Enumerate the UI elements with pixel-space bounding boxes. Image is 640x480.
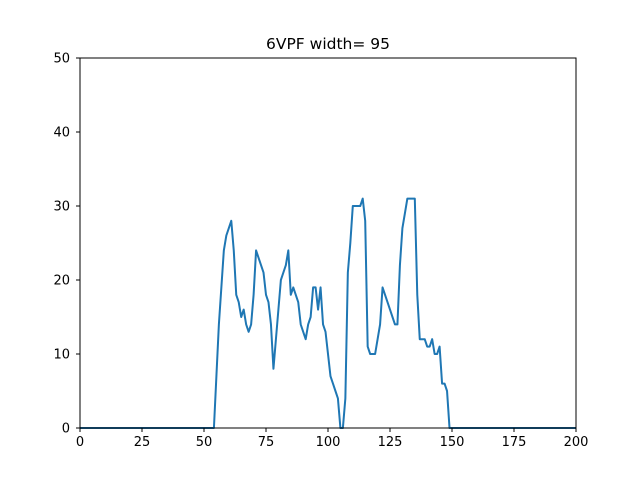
y-tick-label: 30 bbox=[53, 200, 70, 215]
y-tick-label: 10 bbox=[53, 348, 70, 363]
plot-frame bbox=[79, 57, 577, 429]
x-tick-label: 25 bbox=[134, 435, 151, 450]
x-tick-label: 175 bbox=[502, 435, 527, 450]
x-tick-label: 200 bbox=[564, 435, 589, 450]
plot-area bbox=[80, 58, 576, 428]
y-tick-label: 40 bbox=[53, 126, 70, 141]
x-tick-label: 50 bbox=[196, 435, 213, 450]
series-line bbox=[80, 197, 576, 429]
x-tick-label: 75 bbox=[258, 435, 275, 450]
x-tick-label: 150 bbox=[440, 435, 465, 450]
chart-title: 6VPF width= 95 bbox=[266, 35, 390, 53]
y-tick-label: 20 bbox=[53, 274, 70, 289]
y-axis-ticks: 0 10 20 30 40 50 bbox=[53, 52, 80, 437]
x-axis-ticks: 0 25 50 75 100 125 150 175 200 bbox=[76, 428, 589, 450]
x-tick-label: 0 bbox=[76, 435, 84, 450]
x-tick-label: 125 bbox=[378, 435, 403, 450]
y-tick-label: 50 bbox=[53, 52, 70, 67]
x-tick-label: 100 bbox=[316, 435, 341, 450]
y-tick-label: 0 bbox=[62, 422, 70, 437]
